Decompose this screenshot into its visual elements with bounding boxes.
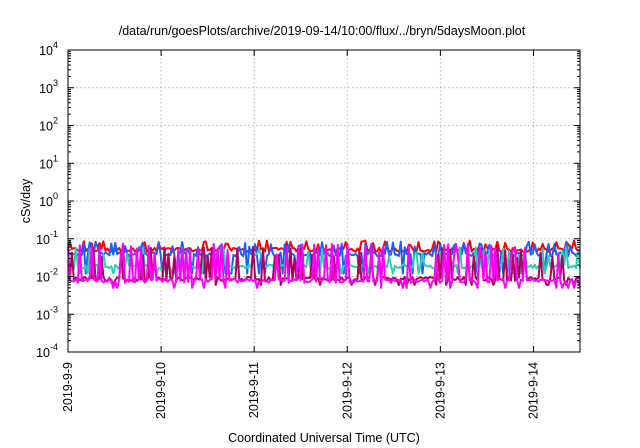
x-tick-label: 2019-9-12	[340, 362, 354, 419]
y-axis-label: cSv/day	[19, 178, 33, 223]
x-tick-label: 2019-9-13	[433, 362, 447, 419]
chart-title: /data/run/goesPlots/archive/2019-09-14/1…	[119, 24, 526, 38]
grid	[68, 50, 580, 352]
series-layer	[67, 239, 581, 289]
y-tick-label: 10-4	[36, 342, 58, 360]
x-tick-label: 2019-9-11	[247, 362, 261, 418]
x-tick-label: 2019-9-9	[61, 362, 75, 412]
x-tick-label: 2019-9-14	[526, 362, 540, 419]
y-tick-label: 10-3	[36, 304, 58, 322]
x-tick-label: 2019-9-10	[154, 362, 168, 419]
x-axis-label: Coordinated Universal Time (UTC)	[228, 431, 420, 445]
y-tick-label: 100	[39, 191, 58, 209]
y-tick-label: 103	[39, 78, 58, 96]
y-tick-label: 102	[39, 116, 58, 134]
series-line-5	[67, 242, 581, 289]
y-tick-label: 10-2	[36, 267, 58, 285]
ticks: 10-4 10-3 10-2 10-1 100 101 102 103 104 2019-9-9 2…	[36, 40, 580, 419]
y-tick-label: 10-1	[36, 229, 58, 247]
y-tick-label: 104	[39, 40, 58, 58]
y-tick-label: 101	[39, 153, 58, 171]
